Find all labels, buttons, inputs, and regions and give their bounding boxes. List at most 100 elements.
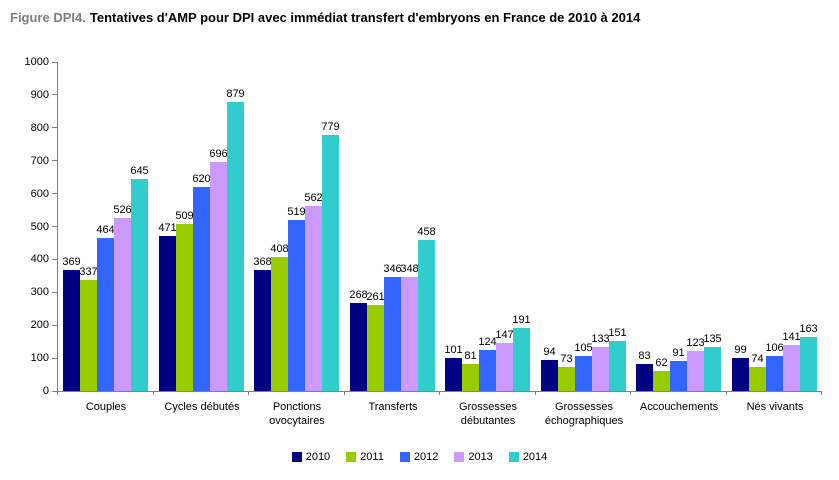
bar-value-label: 509 [175, 210, 194, 222]
bar-value-label: 73 [560, 353, 573, 365]
x-axis-tick [57, 391, 58, 395]
bar-value-label: 133 [591, 333, 610, 345]
bar-value-label: 458 [417, 226, 436, 238]
bar [749, 367, 766, 391]
y-axis-tick [52, 259, 57, 260]
bar [418, 240, 435, 391]
bar-value-label: 124 [478, 336, 497, 348]
legend-label: 2011 [360, 451, 384, 463]
figure-title-text: Tentatives d'AMP pour DPI avec immédiat … [89, 10, 641, 25]
legend-label: 2013 [468, 451, 493, 463]
legend-item: 2011 [346, 451, 384, 463]
bar [350, 303, 367, 391]
bar [131, 179, 148, 391]
bar-value-label: 879 [226, 88, 245, 100]
bar-value-label: 645 [130, 165, 149, 177]
category-label: Transferts [368, 401, 418, 413]
bar-value-label: 620 [192, 173, 211, 185]
legend-swatch [346, 452, 357, 462]
bar-value-label: 348 [400, 263, 419, 275]
bar [97, 238, 114, 391]
y-axis-tick-label: 800 [30, 122, 49, 134]
bar [732, 358, 749, 391]
bar-value-label: 369 [62, 256, 81, 268]
bar-value-label: 471 [158, 222, 177, 234]
y-axis-tick-label: 400 [30, 253, 49, 265]
bar-value-label: 526 [113, 204, 132, 216]
bar-value-label: 135 [703, 333, 722, 345]
bar-value-label: 147 [495, 329, 514, 341]
bar-value-label: 696 [209, 148, 228, 160]
bar [271, 257, 288, 391]
bar-value-label: 62 [655, 357, 668, 369]
bar-value-label: 106 [765, 342, 784, 354]
y-axis-tick-label: 1000 [24, 56, 49, 68]
y-axis-tick-label: 900 [30, 89, 49, 101]
legend-item: 2013 [454, 451, 493, 463]
bar-value-label: 94 [543, 346, 556, 358]
bar [462, 364, 479, 391]
legend-item: 2012 [399, 451, 439, 463]
category-label: Ponctions ovocytaires [269, 401, 325, 428]
x-axis-tick [248, 391, 249, 395]
bar [227, 102, 244, 391]
bar [670, 361, 687, 391]
legend-swatch [291, 452, 302, 462]
y-axis-tick-label: 300 [30, 286, 49, 298]
category-label: Couples [85, 401, 127, 413]
y-axis-tick [52, 358, 57, 359]
bar-chart-plot-area: 0 100 200 300 400 500 600 700 800 900 1000 369 337 46… [25, 56, 822, 427]
bar-value-label: 151 [608, 327, 627, 339]
figure-number-label: Figure DPI4. [10, 10, 86, 25]
y-axis-tick-label: 100 [30, 352, 49, 364]
y-axis-tick [52, 226, 57, 227]
bar-value-label: 464 [96, 224, 115, 236]
y-axis-tick [52, 391, 57, 392]
y-axis-tick-label: 0 [42, 385, 49, 397]
bar-value-label: 346 [383, 263, 402, 275]
y-axis-tick [52, 94, 57, 95]
legend-label: 2010 [305, 451, 331, 463]
bar-value-label: 519 [287, 206, 306, 218]
bar-value-label: 562 [304, 192, 323, 204]
x-axis-tick [821, 391, 822, 395]
legend-swatch [454, 452, 465, 462]
bar-value-label: 99 [734, 344, 747, 356]
bar-value-label: 101 [444, 344, 463, 356]
bar [592, 347, 609, 391]
bar-value-label: 91 [672, 347, 685, 359]
category-label: Nés vivants [746, 401, 804, 413]
bar-value-label: 81 [464, 350, 477, 362]
y-axis-tick [52, 160, 57, 161]
x-axis-tick [535, 391, 536, 395]
bar [496, 343, 513, 391]
bar-value-label: 408 [270, 243, 289, 255]
bar [800, 337, 817, 391]
bar [159, 236, 176, 391]
y-axis-tick-label: 200 [30, 319, 49, 331]
bar [558, 367, 575, 391]
bar-value-label: 337 [79, 266, 98, 278]
chart-legend: 2010 2011 2012 2013 2014 [0, 451, 839, 463]
bar [575, 356, 592, 391]
legend-swatch [508, 452, 519, 462]
bar [704, 347, 721, 391]
bar [193, 187, 210, 391]
category-label: Grossesses débutantes [458, 401, 518, 428]
y-axis-tick [52, 62, 57, 63]
bar [766, 356, 783, 391]
category-label: Grossesses échographiques [544, 401, 624, 428]
bar [322, 135, 339, 391]
legend-label: 2012 [413, 451, 439, 463]
bar [479, 350, 496, 391]
bar [176, 224, 193, 391]
bar [653, 371, 670, 391]
x-axis-tick [439, 391, 440, 395]
legend-item: 2014 [508, 451, 547, 463]
bar [445, 358, 462, 391]
bar-value-label: 261 [366, 291, 385, 303]
y-axis-tick [52, 325, 57, 326]
bar [210, 162, 227, 391]
bar-value-label: 123 [686, 337, 705, 349]
bar [80, 280, 97, 391]
